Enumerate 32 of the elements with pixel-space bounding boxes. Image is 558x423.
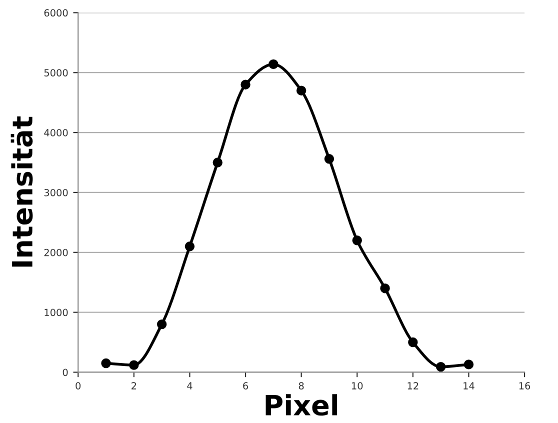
point xyxy=(212,158,222,168)
x-tick-label: 4 xyxy=(187,382,192,390)
x-tick-label: 8 xyxy=(298,382,304,390)
point xyxy=(436,362,446,372)
point xyxy=(129,360,139,370)
y-axis-title: Intensität xyxy=(10,116,33,267)
point xyxy=(380,283,390,294)
point xyxy=(268,59,278,70)
x-tick-label: 12 xyxy=(408,382,418,390)
y-tick-label: 0 xyxy=(62,368,68,376)
y-tick-label: 6000 xyxy=(44,9,68,17)
y-tick-label: 1000 xyxy=(44,308,68,316)
point xyxy=(464,360,474,370)
x-tick-label: 10 xyxy=(352,382,363,390)
point xyxy=(352,236,362,246)
x-tick-label: 0 xyxy=(76,382,81,390)
y-tick-label: 3000 xyxy=(44,188,68,196)
y-tick-label: 4000 xyxy=(44,129,68,136)
y-tick-label: 5000 xyxy=(44,69,68,76)
point xyxy=(184,242,195,252)
point xyxy=(240,80,250,90)
x-tick-label: 2 xyxy=(132,382,136,390)
x-tick-label: 6 xyxy=(243,382,248,390)
point xyxy=(408,337,418,348)
x-tick-label: 16 xyxy=(519,382,530,390)
x-tick-label: 14 xyxy=(464,382,474,390)
point xyxy=(101,358,111,368)
y-tick-label: 2000 xyxy=(44,248,68,256)
point xyxy=(296,86,306,96)
point xyxy=(156,319,167,330)
x-axis-title: Pixel xyxy=(266,394,338,416)
point xyxy=(324,154,334,164)
